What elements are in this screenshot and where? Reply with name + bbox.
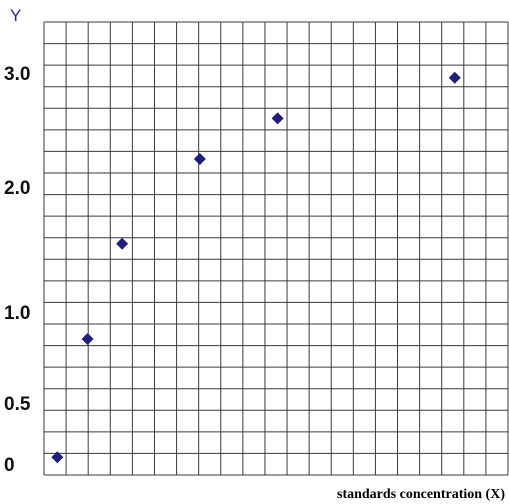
data-point	[81, 333, 94, 345]
y-tick-label: 2.0	[4, 178, 30, 199]
grid	[43, 21, 509, 476]
data-point	[193, 153, 206, 165]
x-axis-label: standards concentration (X)	[337, 487, 505, 502]
y-tick-label: 0.5	[4, 394, 31, 415]
data-point	[51, 451, 64, 464]
y-axis-label: Y	[10, 6, 21, 25]
data-point	[116, 237, 129, 250]
y-tick-label: 0	[4, 455, 15, 476]
y-tick-labels: 3.0 2.0 1.0 0.5 0	[4, 64, 31, 476]
data-points	[51, 71, 461, 464]
data-point	[271, 112, 284, 125]
data-point	[448, 71, 461, 84]
y-tick-label: 1.0	[4, 303, 30, 324]
y-tick-label: 3.0	[4, 64, 30, 85]
